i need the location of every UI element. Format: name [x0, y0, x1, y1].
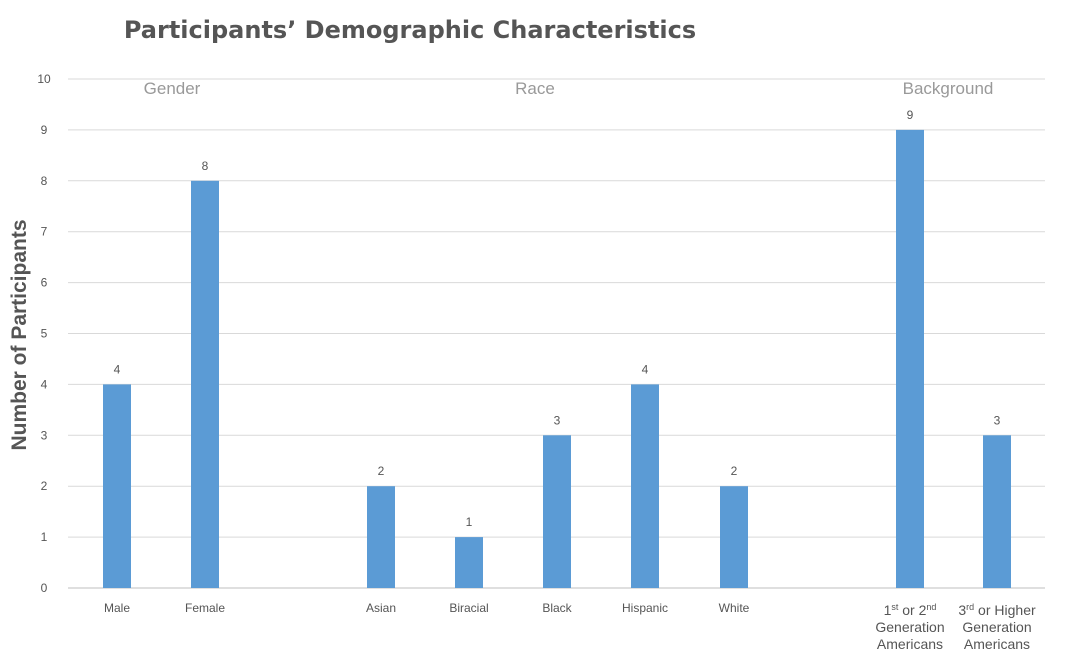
y-tick-label: 5	[41, 327, 48, 341]
y-tick-label: 9	[41, 123, 48, 137]
bar-male	[103, 384, 131, 588]
category-label: White	[719, 601, 750, 615]
group-label-background: Background	[903, 79, 994, 98]
category-label: Female	[185, 601, 225, 615]
y-axis-label: Number of Participants	[8, 219, 31, 450]
y-tick-label: 4	[41, 377, 48, 391]
category-label: Male	[104, 601, 130, 615]
data-label: 1	[466, 515, 473, 529]
value-labels: 4 8 2 1 3 4 2 9 3	[114, 108, 1001, 529]
group-labels: Gender Race Background	[144, 79, 994, 98]
bar-female	[191, 180, 219, 589]
y-tick-label: 2	[41, 479, 48, 493]
bar-biracial	[455, 537, 483, 588]
y-tick-label: 1	[41, 530, 48, 544]
data-label: 2	[731, 464, 738, 478]
data-label: 4	[114, 362, 121, 376]
y-tick-labels: 0 1 2 3 4 5 6 7 8 9 10	[37, 72, 51, 595]
y-tick-label: 0	[41, 581, 48, 595]
data-label: 9	[907, 108, 914, 122]
group-label-gender: Gender	[144, 79, 201, 98]
y-tick-label: 8	[41, 174, 48, 188]
category-label: Biracial	[449, 601, 488, 615]
category-label: Hispanic	[622, 601, 668, 615]
category-label: Black	[542, 601, 572, 615]
group-label-race: Race	[515, 79, 555, 98]
grid-lines	[68, 78, 1045, 589]
y-tick-label: 7	[41, 225, 48, 239]
data-label: 3	[994, 413, 1001, 427]
chart-title: Participants’ Demographic Characteristic…	[124, 16, 696, 44]
category-label: Asian	[366, 601, 396, 615]
bar-asian	[367, 486, 395, 588]
data-label: 8	[202, 159, 209, 173]
category-label: 1st or 2nd Generation Americans	[875, 602, 944, 652]
bars	[103, 129, 1011, 589]
y-tick-label: 10	[37, 72, 51, 86]
bar-3rd-or-higher-generation-americans	[983, 435, 1011, 588]
category-label: 3rd or Higher Generation Americans	[958, 602, 1036, 652]
bar-1st-or-2nd-generation-americans	[896, 129, 924, 588]
y-tick-label: 3	[41, 428, 48, 442]
category-labels: Male Female Asian Biracial Black Hispanic Whit…	[104, 601, 1036, 652]
bar-white	[720, 486, 748, 588]
bar-hispanic	[631, 384, 659, 588]
bar-black	[543, 435, 571, 588]
y-tick-label: 6	[41, 276, 48, 290]
data-label: 3	[554, 413, 561, 427]
data-label: 2	[378, 464, 385, 478]
data-label: 4	[642, 362, 649, 376]
